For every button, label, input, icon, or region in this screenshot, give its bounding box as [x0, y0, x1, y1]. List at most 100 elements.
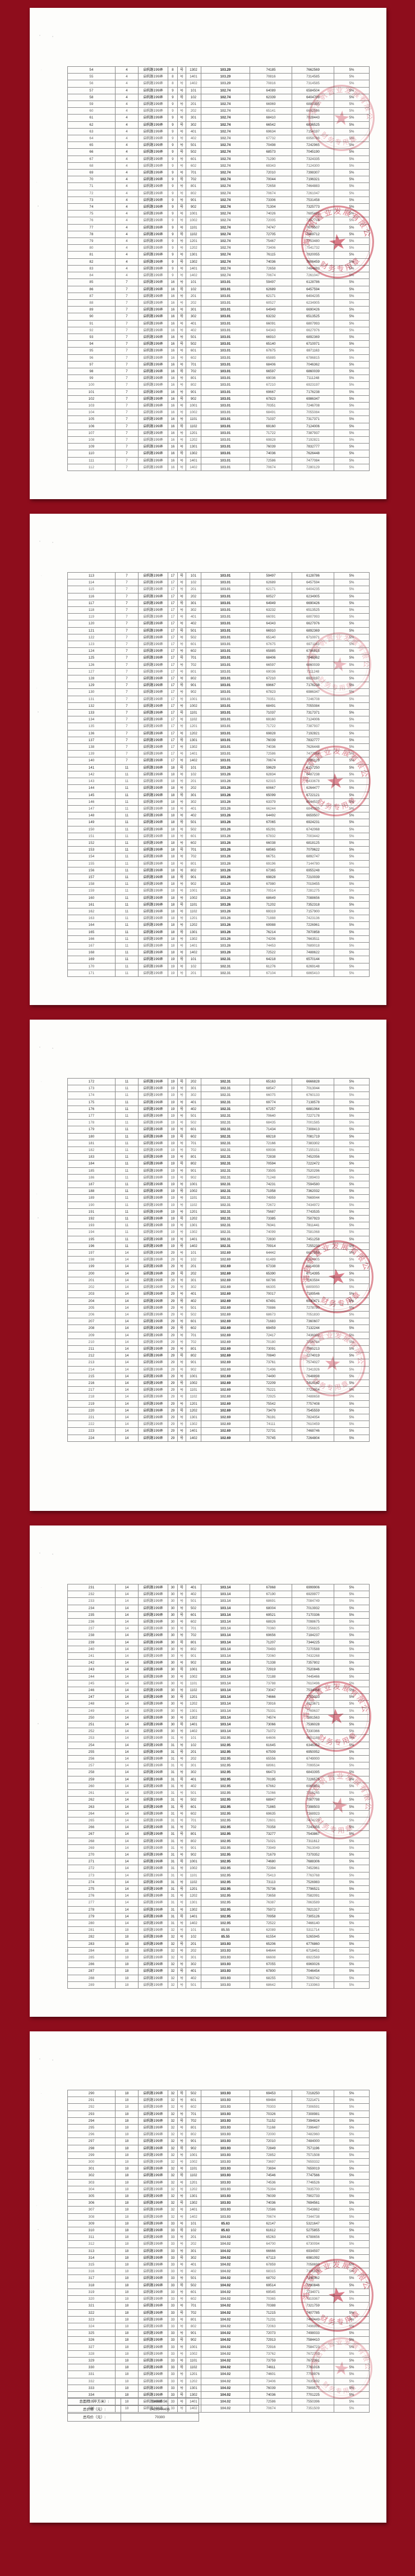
cell-total: 7157900 [292, 907, 334, 916]
cell-bldg: 4 [115, 264, 139, 273]
cell-total: 7098675 [292, 1618, 334, 1626]
cell-hao: 号 [177, 1892, 186, 1900]
cell-hao: 号 [177, 1297, 186, 1305]
cell-hao: 号 [177, 757, 186, 765]
cell-no: 125 [67, 654, 116, 662]
cell-room: 1202 [186, 2185, 201, 2194]
cell-total: 7270588 [292, 1645, 334, 1654]
cell-disc: 5% [334, 2343, 370, 2351]
cell-room: 1402 [186, 1728, 201, 1735]
cell-hao: 号 [177, 1961, 186, 1968]
cell-total: 7832777 [292, 443, 334, 451]
cell-bldg: 14 [115, 1290, 139, 1298]
cell-unit: 71679 [250, 1851, 292, 1859]
table-row: 272 14 启帆路199弄 31 号 1002 102.95 72394 7452961 5% [67, 1865, 370, 1872]
table-row: 330 18 启帆路199弄 33 号 1102 104.02 74611 7761016 5% [67, 2364, 370, 2372]
cell-area: 102.95 [201, 1892, 250, 1900]
cell-unit: 71037 [250, 415, 292, 423]
cell-unit: 76039 [250, 736, 292, 745]
cell-no: 133 [67, 709, 116, 717]
cell-no: 237 [67, 1625, 116, 1633]
table-row: 251 14 启帆路199弄 30 号 1401 103.14 73066 7536028 5% [67, 1721, 370, 1729]
cell-total: 7821317 [292, 1906, 334, 1913]
cell-no: 325 [67, 2330, 116, 2337]
cell-addr: 启帆路199弄 [138, 272, 168, 280]
cell-addr: 启帆路199弄 [138, 1885, 168, 1893]
cell-lane: 17 [168, 682, 178, 689]
cell-unit: 72209 [250, 1379, 292, 1387]
cell-addr: 启帆路199弄 [138, 326, 168, 334]
cell-hao: 号 [177, 627, 186, 634]
cell-addr: 启帆路199弄 [138, 1153, 168, 1161]
cell-lane: 19 [168, 962, 178, 970]
cell-lane: 17 [168, 716, 178, 724]
cell-disc: 5% [334, 101, 370, 108]
cell-lane: 32 [168, 2213, 178, 2221]
cell-addr: 启帆路199弄 [138, 1638, 168, 1646]
cell-room: 1302 [186, 1714, 201, 1722]
cell-room: 701 [186, 654, 201, 662]
cell-hao: 号 [177, 1263, 186, 1271]
table-row: 333 18 启帆路199弄 33 号 1301 104.02 76039 7909577 5% [67, 2384, 370, 2392]
cell-lane: 16 [168, 395, 178, 403]
cell-total: 7584410 [292, 2336, 334, 2344]
cell-disc: 5% [334, 2261, 370, 2269]
cell-unit: 73762 [250, 2350, 292, 2358]
cell-total: 7496992 [292, 2322, 334, 2331]
cell-room: 702 [186, 1824, 201, 1831]
cell-hao: 号 [177, 93, 186, 102]
cell-area: 103.01 [201, 606, 250, 614]
cell-no: 77 [67, 223, 116, 231]
cell-room: 1102 [186, 1201, 201, 1209]
cell-bldg: 14 [115, 1885, 139, 1893]
cell-lane: 31 [168, 1851, 178, 1859]
cell-room: 1302 [186, 1228, 201, 1236]
cell-lane: 9 [168, 237, 178, 245]
cell-no: 96 [67, 354, 116, 362]
table-row: 81 4 启帆路199弄 9 号 1301 102.74 76115 7820055 5% [67, 251, 370, 259]
cell-area: 104.02 [201, 2391, 250, 2399]
cell-lane: 19 [168, 1173, 178, 1182]
cell-disc: 5% [334, 949, 370, 957]
cell-lane: 9 [168, 251, 178, 259]
cell-addr: 启帆路199弄 [138, 1782, 168, 1791]
cell-no: 297 [67, 2137, 116, 2145]
cell-no: 273 [67, 1871, 116, 1879]
cell-total: 6999906 [292, 1583, 334, 1592]
cell-hao: 号 [177, 306, 186, 314]
cell-no: 128 [67, 675, 116, 683]
cell-lane: 17 [168, 606, 178, 614]
cell-bldg: 11 [115, 962, 139, 970]
cell-disc: 5% [334, 1208, 370, 1216]
cell-bldg: 18 [115, 2274, 139, 2282]
cell-total: 7317371 [292, 415, 334, 423]
cell-unit: 68406 [250, 360, 292, 368]
cell-area: 102.95 [201, 1775, 250, 1783]
cell-area: 102.31 [201, 1112, 250, 1120]
cell-room: 702 [186, 367, 201, 376]
cell-total: 7488622 [292, 949, 334, 957]
cell-area: 102.69 [201, 1352, 250, 1360]
cell-no: 58 [67, 93, 116, 102]
cell-total: 7659019 [292, 2165, 334, 2173]
cell-unit: 68410 [250, 114, 292, 122]
cell-addr: 启帆路199弄 [138, 2295, 168, 2303]
cell-room: 802 [186, 1837, 201, 1845]
cell-room: 702 [186, 1338, 201, 1346]
cell-hao: 号 [177, 210, 186, 218]
cell-total: 7226961 [292, 921, 334, 929]
cell-bldg: 14 [115, 1687, 139, 1695]
cell-area: 104.02 [201, 2254, 250, 2262]
cell-area: 102.74 [201, 141, 250, 149]
cell-unit: 71496 [250, 1365, 292, 1373]
cell-total: 7820055 [292, 251, 334, 259]
cell-addr: 启帆路199弄 [138, 572, 168, 580]
cell-lane: 9 [168, 210, 178, 218]
cell-lane: 29 [168, 1372, 178, 1380]
cell-disc: 5% [334, 935, 370, 943]
cell-room: 1001 [186, 695, 201, 703]
cell-total: 7051830 [292, 1310, 334, 1319]
cell-addr: 启帆路199弄 [138, 1160, 168, 1168]
cell-no: 286 [67, 1961, 116, 1968]
cell-area: 102.69 [201, 1284, 250, 1291]
